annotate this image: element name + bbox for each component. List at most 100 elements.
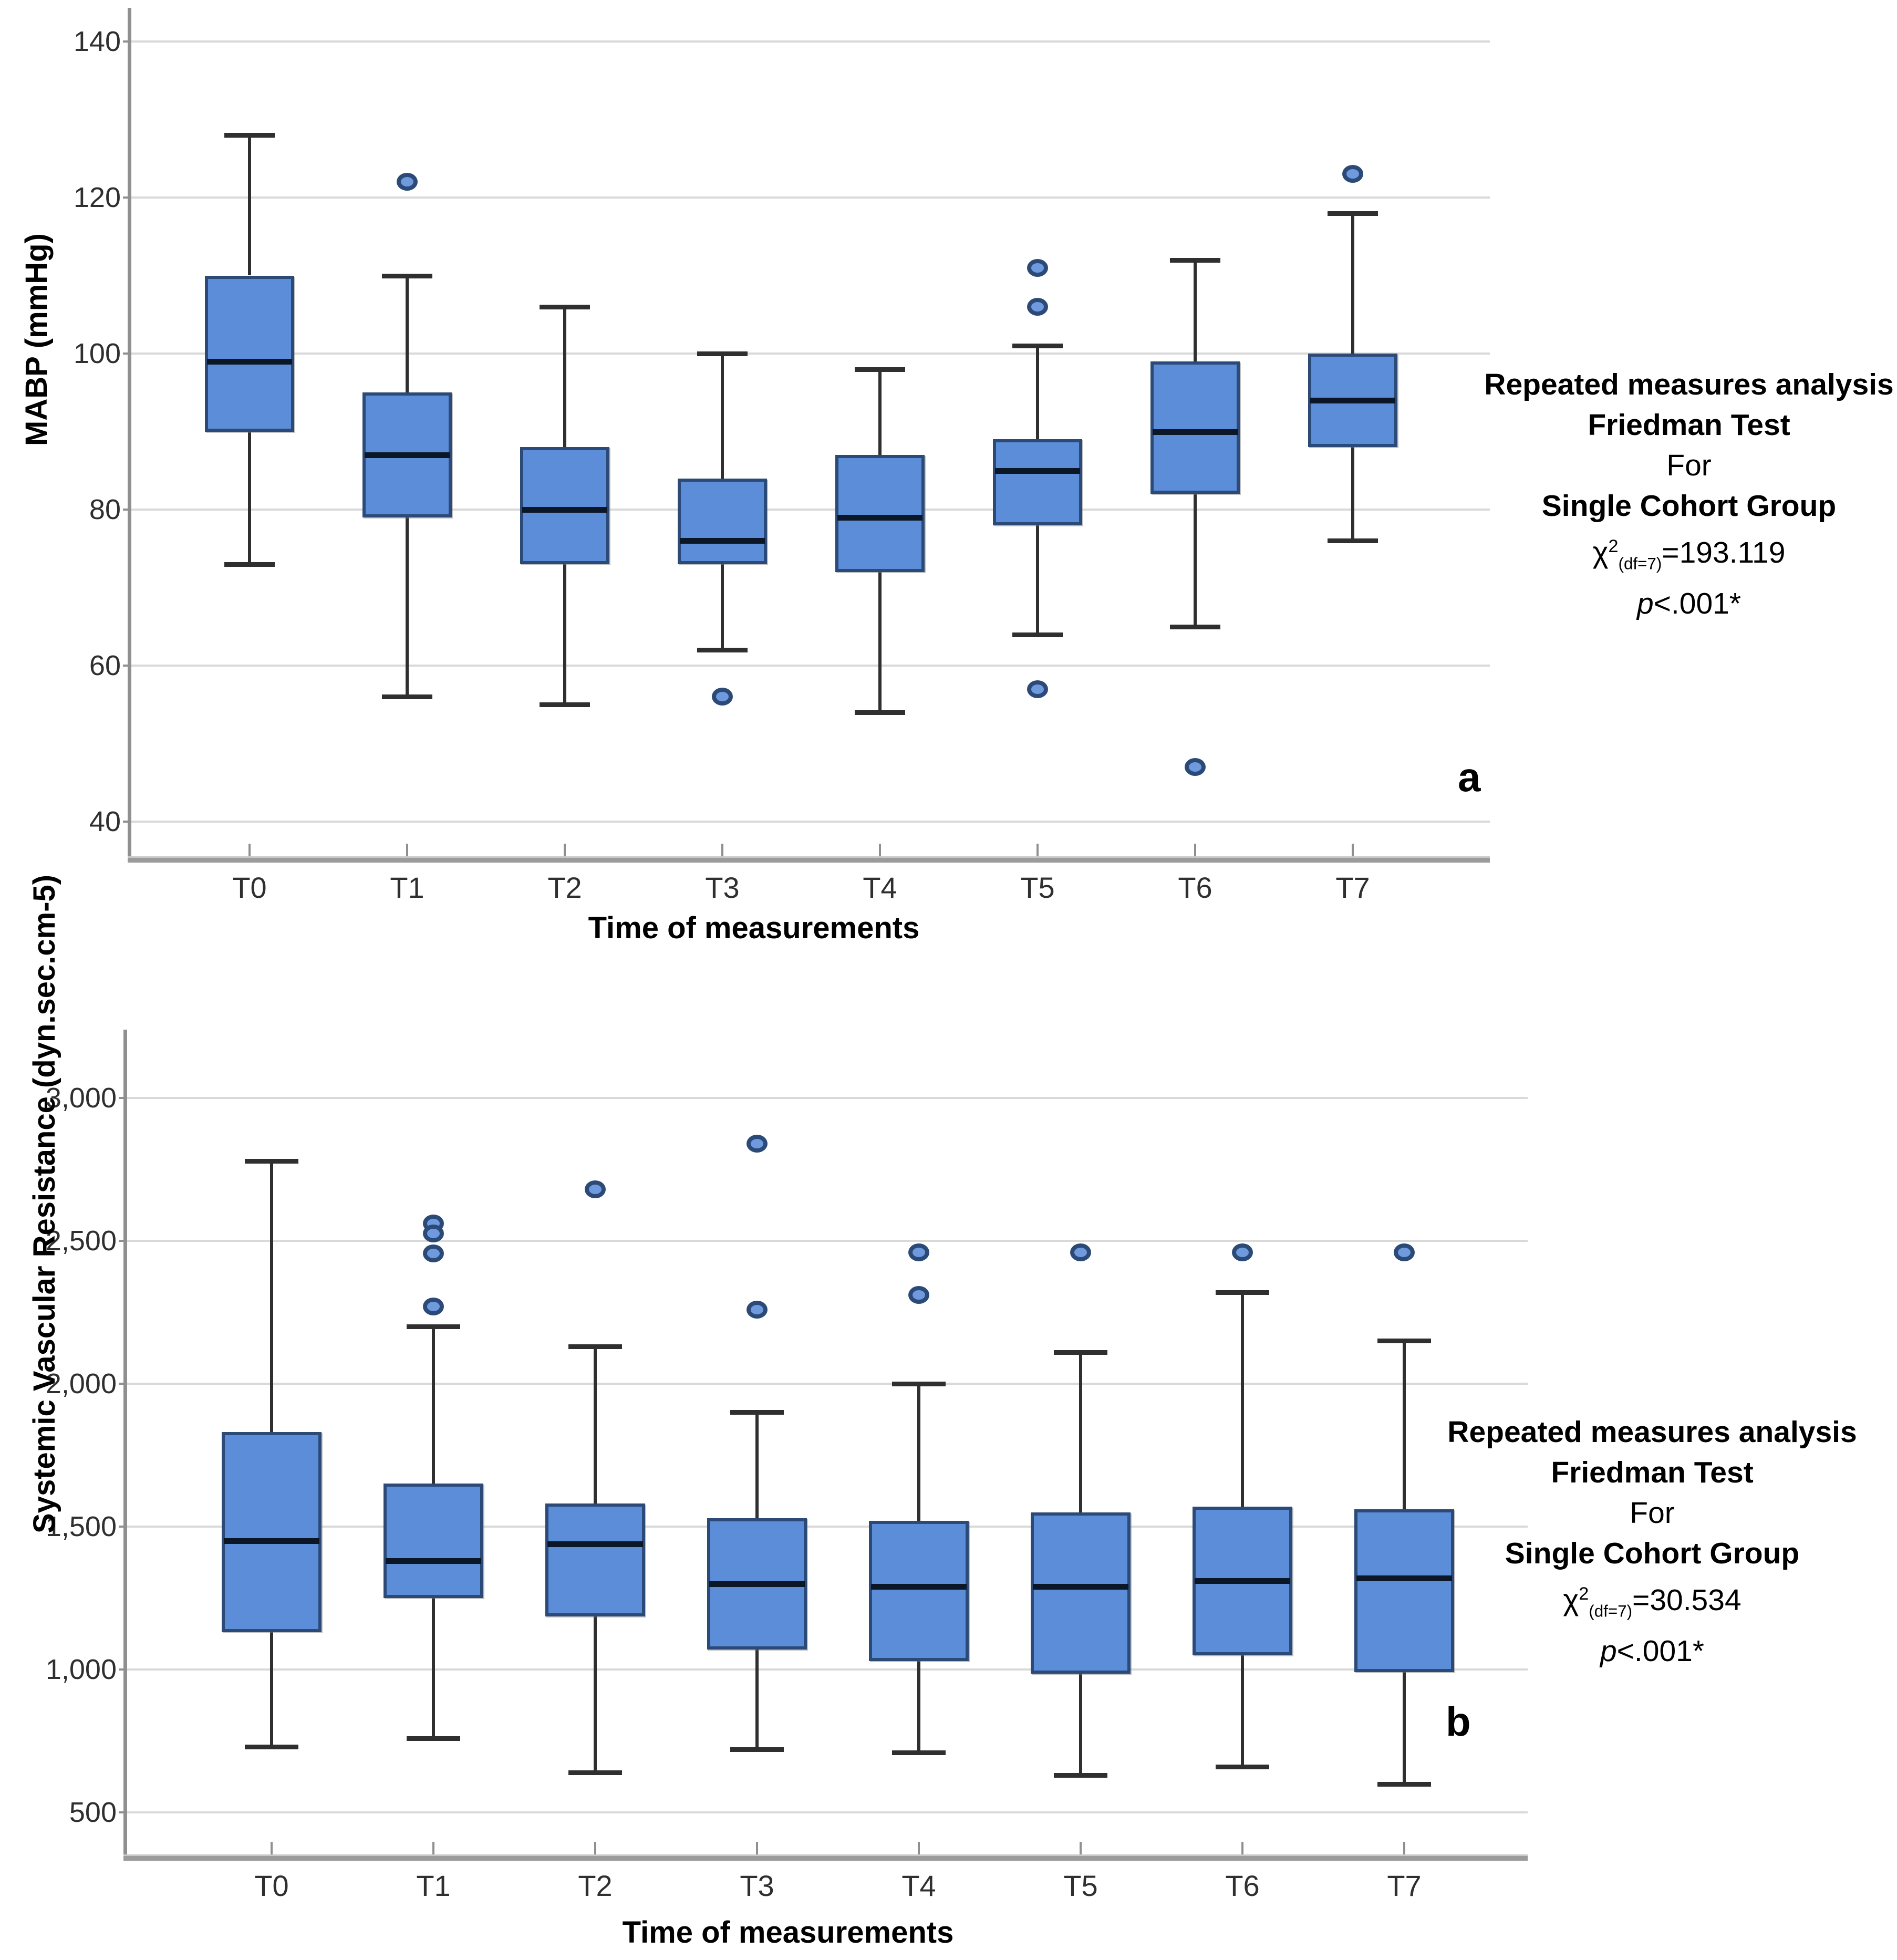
outlier-point bbox=[1027, 258, 1048, 277]
panel-label-b: b bbox=[1446, 1698, 1471, 1745]
outlier-point bbox=[423, 1245, 444, 1263]
box-T4 bbox=[869, 1521, 969, 1661]
box-T5 bbox=[993, 439, 1082, 525]
upper-whisker-cap bbox=[1170, 257, 1220, 263]
outlier-point bbox=[423, 1298, 444, 1316]
annotation-line: For bbox=[1630, 1496, 1675, 1530]
lower-whisker bbox=[1079, 1674, 1082, 1776]
outlier-point bbox=[1027, 297, 1048, 316]
p-value: p<.001* bbox=[1600, 1634, 1705, 1668]
x-axis-tick bbox=[1036, 844, 1039, 856]
lower-whisker bbox=[1241, 1655, 1244, 1767]
median-line bbox=[547, 1541, 643, 1547]
median-line bbox=[1356, 1575, 1452, 1581]
gridline bbox=[131, 509, 1490, 511]
x-axis-tick bbox=[1080, 1842, 1082, 1854]
lower-whisker bbox=[721, 564, 724, 650]
x-axis-tick bbox=[564, 844, 566, 856]
y-tick-label: 3,000 bbox=[45, 1082, 117, 1114]
lower-whisker-cap bbox=[855, 710, 905, 715]
lower-whisker-cap bbox=[1216, 1764, 1269, 1769]
annotation-line: Friedman Test bbox=[1588, 408, 1790, 442]
annotation-line: Single Cohort Group bbox=[1505, 1537, 1800, 1570]
lower-whisker-cap bbox=[892, 1750, 946, 1755]
x-axis-tick bbox=[1194, 844, 1196, 856]
gridline bbox=[131, 821, 1490, 823]
upper-whisker-cap bbox=[1012, 344, 1063, 349]
lower-whisker bbox=[432, 1598, 435, 1738]
x-tick-label: T0 bbox=[254, 1869, 289, 1902]
x-axis-tick bbox=[721, 844, 723, 856]
y-tick-label: 100 bbox=[73, 338, 121, 369]
y-axis-tick bbox=[123, 352, 131, 355]
y-axis-tick bbox=[119, 1383, 127, 1385]
y-tick-label: 1,500 bbox=[45, 1511, 117, 1542]
y-tick-label: 40 bbox=[89, 806, 121, 837]
lower-whisker-cap bbox=[382, 694, 432, 700]
x-axis-title: Time of measurements bbox=[622, 1915, 954, 1949]
gridline bbox=[127, 1526, 1528, 1528]
upper-whisker-cap bbox=[892, 1382, 946, 1386]
box-T0 bbox=[205, 275, 294, 432]
lower-whisker-cap bbox=[245, 1744, 298, 1749]
upper-whisker-cap bbox=[245, 1158, 298, 1164]
x-axis-tick bbox=[248, 844, 251, 856]
median-line bbox=[680, 538, 765, 544]
upper-whisker bbox=[1036, 346, 1039, 440]
outlier-point bbox=[747, 1300, 768, 1319]
chi-square-statistic: χ2(df=7)=30.534 bbox=[1563, 1583, 1741, 1621]
x-tick-label: T2 bbox=[547, 871, 582, 904]
upper-whisker bbox=[432, 1326, 435, 1484]
upper-whisker bbox=[1079, 1352, 1082, 1512]
lower-whisker-cap bbox=[1054, 1773, 1107, 1778]
lower-whisker bbox=[270, 1632, 273, 1747]
upper-whisker bbox=[248, 135, 251, 276]
boxplot-panel-svr: 3,000 2,500 2,000 1,500 1,000 500 T0 T1 T2 T3 T4 T5… bbox=[0, 875, 1897, 1960]
y-tick-label: 120 bbox=[73, 182, 121, 213]
y-axis-tick bbox=[119, 1811, 127, 1813]
upper-whisker bbox=[1241, 1292, 1244, 1507]
x-tick-label: T6 bbox=[1225, 1869, 1260, 1902]
y-tick-label: 2,500 bbox=[45, 1225, 117, 1257]
x-axis-tick bbox=[432, 1842, 434, 1854]
box-T5 bbox=[1031, 1512, 1131, 1674]
lower-whisker bbox=[878, 572, 882, 713]
x-axis-tick bbox=[594, 1842, 596, 1854]
y-axis-line bbox=[128, 8, 131, 856]
outlier-point bbox=[908, 1243, 929, 1261]
gridline bbox=[131, 196, 1490, 199]
outlier-point bbox=[397, 173, 418, 191]
y-axis-tick bbox=[119, 1526, 127, 1528]
upper-whisker bbox=[270, 1160, 273, 1433]
stats-annotation-panel-b: Repeated measures analysis Friedman Test… bbox=[1408, 1412, 1896, 1672]
lower-whisker bbox=[1403, 1672, 1406, 1784]
y-axis-tick bbox=[123, 40, 131, 43]
annotation-line: Friedman Test bbox=[1551, 1456, 1754, 1489]
lower-whisker bbox=[406, 517, 409, 697]
lower-whisker bbox=[1351, 447, 1354, 541]
lower-whisker-cap bbox=[568, 1770, 622, 1775]
median-line bbox=[1195, 1578, 1290, 1584]
y-axis-tick bbox=[123, 665, 131, 667]
upper-whisker bbox=[563, 306, 566, 448]
gridline bbox=[127, 1097, 1528, 1099]
median-line bbox=[1153, 429, 1238, 435]
median-line bbox=[224, 1538, 319, 1544]
chi-square-statistic: χ2(df=7)=193.119 bbox=[1592, 536, 1786, 573]
annotation-line: Repeated measures analysis bbox=[1484, 368, 1894, 401]
y-tick-label: 2,000 bbox=[45, 1368, 117, 1399]
outlier-point bbox=[585, 1180, 606, 1199]
x-tick-label: T1 bbox=[390, 871, 424, 904]
x-tick-label: T0 bbox=[232, 871, 267, 904]
upper-whisker bbox=[755, 1412, 759, 1518]
upper-whisker bbox=[721, 354, 724, 479]
upper-whisker-cap bbox=[1328, 211, 1378, 216]
lower-whisker bbox=[563, 564, 566, 705]
x-axis-tick bbox=[1241, 1842, 1243, 1854]
x-tick-label: T4 bbox=[863, 871, 897, 904]
upper-whisker-cap bbox=[730, 1410, 784, 1415]
lower-whisker-cap bbox=[730, 1747, 784, 1752]
median-line bbox=[207, 358, 292, 365]
upper-whisker-cap bbox=[855, 367, 905, 372]
y-tick-label: 80 bbox=[89, 494, 121, 525]
